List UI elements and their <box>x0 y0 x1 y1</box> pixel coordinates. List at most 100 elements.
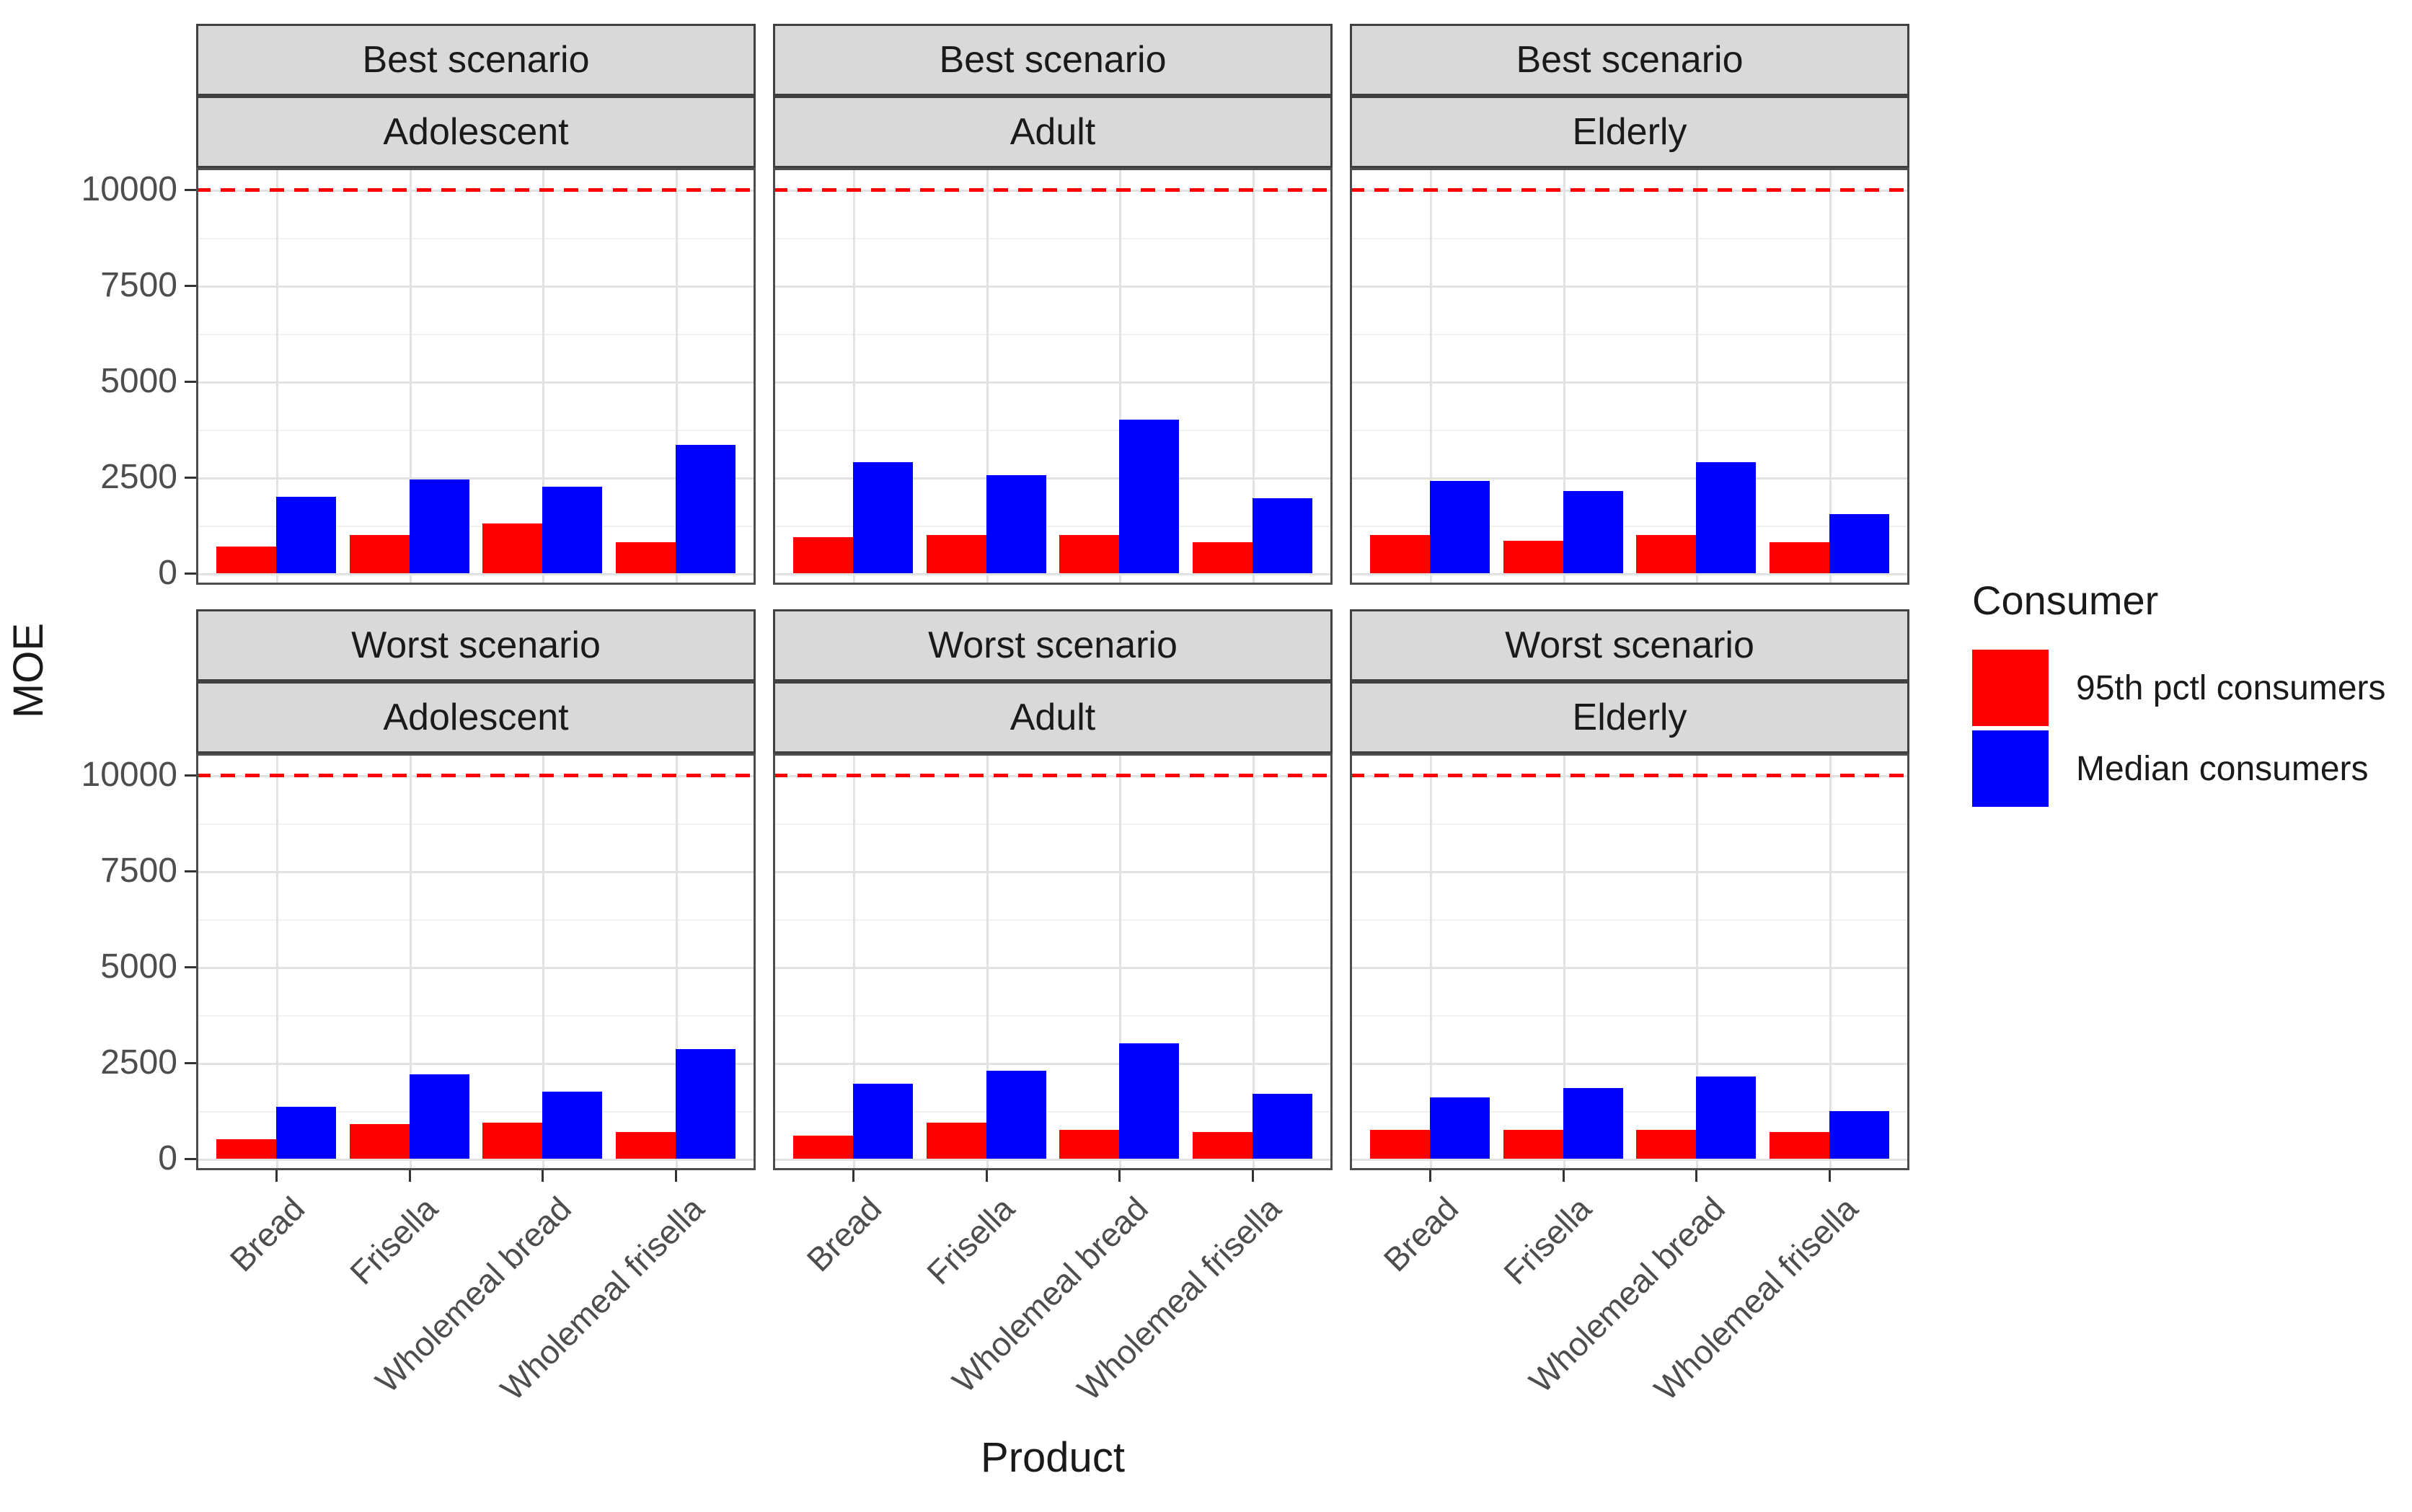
gridline-vertical <box>986 753 989 1170</box>
gridline-minor <box>1350 1110 1909 1113</box>
gridline-vertical <box>542 753 545 1170</box>
gridline-major <box>196 381 756 384</box>
gridline-major <box>196 1063 756 1065</box>
y-tick-label: 10000 <box>81 756 177 794</box>
bar-median-wholemeal-frisella <box>1253 498 1312 573</box>
reference-line-10000 <box>773 774 1333 777</box>
gridline-vertical <box>1430 753 1432 1170</box>
bar-95th-pctl-bread <box>793 536 853 573</box>
facet-strip-age-worst-scenario-elderly: Elderly <box>1350 681 1909 753</box>
bar-95th-pctl-wholemeal-frisella <box>1770 1131 1829 1159</box>
bar-95th-pctl-bread <box>1370 1130 1430 1159</box>
gridline-major <box>1350 1159 1909 1161</box>
bar-95th-pctl-wholemeal-frisella <box>1770 542 1829 573</box>
bar-95th-pctl-wholemeal-bread <box>482 1122 543 1159</box>
gridline-minor <box>1350 1014 1909 1017</box>
gridline-vertical <box>1119 753 1122 1170</box>
y-tick-label: 2500 <box>100 458 177 496</box>
bar-95th-pctl-wholemeal-frisella <box>616 542 676 573</box>
bar-median-bread <box>853 461 913 573</box>
panel-worst-scenario-adolescent <box>196 753 756 1170</box>
gridline-major <box>196 967 756 969</box>
gridline-vertical <box>1696 753 1699 1170</box>
gridline-vertical <box>1829 168 1832 585</box>
y-tick <box>185 477 196 479</box>
legend-item-95th-pctl: 95th pctl consumers <box>1972 650 2386 726</box>
bar-95th-pctl-wholemeal-bread <box>482 523 543 573</box>
gridline-vertical <box>1119 168 1122 585</box>
y-tick <box>185 870 196 872</box>
bar-median-wholemeal-bread <box>542 487 603 573</box>
gridline-minor <box>773 237 1333 239</box>
gridline-minor <box>773 823 1333 825</box>
x-tick <box>1695 1170 1698 1182</box>
bar-median-frisella <box>986 475 1046 573</box>
gridline-major <box>773 381 1333 384</box>
facet-strip-age-best-scenario-adolescent: Adolescent <box>196 96 756 168</box>
bar-median-wholemeal-bread <box>1696 461 1757 573</box>
legend-label-95th-pctl: 95th pctl consumers <box>2076 668 2386 707</box>
gridline-major <box>773 871 1333 873</box>
gridline-minor <box>773 1110 1333 1113</box>
bar-median-frisella <box>409 479 469 573</box>
gridline-major <box>196 573 756 575</box>
bar-median-frisella <box>986 1070 1046 1159</box>
gridline-major <box>1350 286 1909 288</box>
legend-key-95th-pctl-swatch <box>1972 650 2049 726</box>
gridline-minor <box>773 525 1333 527</box>
legend-title: Consumer <box>1972 578 2159 623</box>
x-axis-title: Product <box>981 1434 1125 1481</box>
gridline-minor <box>773 333 1333 335</box>
x-tick <box>408 1170 411 1182</box>
bar-95th-pctl-bread <box>216 546 276 573</box>
gridline-minor <box>196 919 756 921</box>
bar-95th-pctl-bread <box>1370 534 1430 573</box>
gridline-vertical <box>676 753 678 1170</box>
x-tick <box>1429 1170 1431 1182</box>
gridline-minor <box>196 525 756 527</box>
gridline-major <box>196 871 756 873</box>
x-tick <box>985 1170 988 1182</box>
bar-median-frisella <box>1563 490 1623 573</box>
gridline-vertical <box>1696 168 1699 585</box>
gridline-minor <box>1350 823 1909 825</box>
facet-strip-age-worst-scenario-adult: Adult <box>773 681 1333 753</box>
gridline-vertical <box>1253 753 1255 1170</box>
gridline-vertical <box>853 168 855 585</box>
reference-line-10000 <box>773 188 1333 192</box>
bar-median-wholemeal-bread <box>1696 1076 1757 1159</box>
facet-strip-scenario-worst-scenario-elderly: Worst scenario <box>1350 609 1909 681</box>
y-tick-label: 0 <box>158 554 177 592</box>
reference-line-10000 <box>196 188 756 192</box>
reference-line-10000 <box>196 774 756 777</box>
gridline-vertical <box>1563 168 1565 585</box>
bar-median-bread <box>276 1107 336 1159</box>
panel-border-best-scenario-adolescent <box>196 168 756 585</box>
gridline-minor <box>1350 919 1909 921</box>
bar-95th-pctl-frisella <box>349 1124 410 1159</box>
panel-border-worst-scenario-adolescent <box>196 753 756 1170</box>
gridline-minor <box>773 429 1333 431</box>
gridline-minor <box>196 237 756 239</box>
bar-95th-pctl-wholemeal-frisella <box>616 1131 676 1159</box>
gridline-major <box>1350 381 1909 384</box>
gridline-major <box>196 477 756 479</box>
gridline-vertical <box>986 168 989 585</box>
bar-median-frisella <box>1563 1087 1623 1159</box>
y-tick <box>185 572 196 575</box>
bar-median-wholemeal-bread <box>1119 420 1180 573</box>
gridline-major <box>773 1159 1333 1161</box>
panel-border-best-scenario-elderly <box>1350 168 1909 585</box>
bar-median-wholemeal-bread <box>542 1091 603 1159</box>
y-tick <box>185 966 196 968</box>
panel-border-worst-scenario-adult <box>773 753 1333 1170</box>
bar-95th-pctl-frisella <box>349 534 410 573</box>
bar-95th-pctl-wholemeal-frisella <box>1193 542 1253 573</box>
y-tick <box>185 381 196 383</box>
gridline-minor <box>1350 429 1909 431</box>
x-tick <box>542 1170 544 1182</box>
gridline-major <box>773 967 1333 969</box>
gridline-vertical <box>409 753 412 1170</box>
gridline-major <box>1350 871 1909 873</box>
legend-label-median: Median consumers <box>2076 749 2369 788</box>
